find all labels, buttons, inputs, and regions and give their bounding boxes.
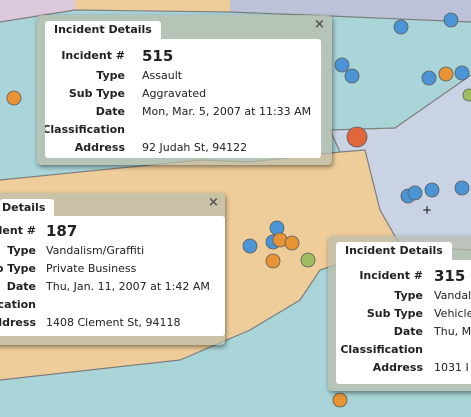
- field-label: Date: [6, 280, 36, 293]
- incident-number-row: Incident # 515: [45, 47, 321, 65]
- classification-row: Classification: [0, 296, 225, 314]
- subtype-row: Sub Type Vehicle: [336, 305, 471, 323]
- field-label: Date: [95, 105, 125, 118]
- incident-markers: [6, 12, 471, 408]
- field-label: Classification: [0, 298, 36, 311]
- field-label: Classification: [340, 343, 423, 356]
- field-value: Vandalism/Graffiti: [46, 244, 145, 257]
- field-label: Incident #: [0, 224, 36, 237]
- close-icon[interactable]: ×: [208, 195, 219, 210]
- field-value: Vehicle: [434, 307, 471, 320]
- field-value: 1408 Clement St, 94118: [46, 316, 181, 329]
- close-icon[interactable]: ×: [314, 17, 325, 32]
- incident-marker[interactable]: [6, 90, 22, 106]
- incident-number-row: Incident # 315: [336, 267, 471, 285]
- date-row: Date Thu, M: [336, 323, 471, 341]
- field-value: Thu, M: [434, 325, 471, 338]
- field-value: Thu, Jan. 11, 2007 at 1:42 AM: [46, 280, 210, 293]
- address-row: Address 1031 I: [336, 359, 471, 377]
- field-label: Type: [96, 69, 125, 82]
- incident-marker[interactable]: [438, 66, 454, 82]
- field-label: Type: [7, 244, 36, 257]
- field-label: Address: [372, 361, 423, 374]
- incident-marker[interactable]: [332, 392, 348, 408]
- subtype-row: Sub Type Private Business: [0, 260, 225, 278]
- field-value: Aggravated: [142, 87, 207, 100]
- field-label: Sub Type: [366, 307, 423, 320]
- incident-number: 187: [46, 222, 78, 240]
- incident-marker[interactable]: [334, 57, 350, 73]
- classification-row: Classification: [336, 341, 471, 359]
- field-value: 1031 I: [434, 361, 469, 374]
- incident-marker[interactable]: [393, 19, 409, 35]
- popup-body: Incident # 515 Type Assault Sub Type Agg…: [45, 39, 321, 158]
- incident-marker[interactable]: [454, 65, 470, 81]
- incident-marker[interactable]: [407, 185, 423, 201]
- incident-marker[interactable]: [454, 180, 470, 196]
- field-label: Sub Type: [68, 87, 125, 100]
- popup-tab-label: Details: [0, 199, 55, 217]
- type-row: Type Assault: [45, 67, 321, 85]
- field-value: Mon, Mar. 5, 2007 at 11:33 AM: [142, 105, 312, 118]
- date-row: Date Thu, Jan. 11, 2007 at 1:42 AM: [0, 278, 225, 296]
- district-north-east-top: [230, 0, 471, 22]
- incident-popup-315[interactable]: Incident Details Incident # 315 Type Van…: [328, 236, 471, 391]
- field-value: Vandal: [434, 289, 471, 302]
- address-row: Address 1408 Clement St, 94118: [0, 314, 225, 332]
- incident-number-row: Incident # 187: [0, 222, 225, 240]
- date-row: Date Mon, Mar. 5, 2007 at 11:33 AM: [45, 103, 321, 121]
- crosshair-icon: +: [422, 203, 433, 217]
- incident-number: 315: [434, 267, 466, 285]
- subtype-row: Sub Type Aggravated: [45, 85, 321, 103]
- field-value: 92 Judah St, 94122: [142, 141, 248, 154]
- popup-tab-label: Incident Details: [45, 21, 161, 39]
- incident-marker[interactable]: [284, 235, 300, 251]
- field-value: Assault: [142, 69, 183, 82]
- field-label: Sub Type: [0, 262, 36, 275]
- field-value: Private Business: [46, 262, 137, 275]
- popup-tab-label: Incident Details: [336, 242, 452, 260]
- field-label: Address: [0, 316, 36, 329]
- district-north-top: [0, 0, 75, 22]
- popup-body: Incident # 315 Type Vandal Sub Type Vehi…: [336, 260, 471, 384]
- popup-body: Incident # 187 Type Vandalism/Graffiti S…: [0, 216, 225, 336]
- incident-marker[interactable]: [265, 253, 281, 269]
- type-row: Type Vandalism/Graffiti: [0, 242, 225, 260]
- field-label: Incident #: [61, 49, 125, 62]
- incident-popup-187[interactable]: Details × Incident # 187 Type Vandalism/…: [0, 193, 225, 345]
- incident-number: 515: [142, 47, 174, 65]
- field-label: Classification: [45, 123, 125, 136]
- incident-marker[interactable]: [443, 12, 459, 28]
- incident-marker[interactable]: [344, 68, 360, 84]
- incident-marker[interactable]: [242, 238, 258, 254]
- address-row: Address 92 Judah St, 94122: [45, 139, 321, 157]
- incident-marker[interactable]: [300, 252, 316, 268]
- incident-marker[interactable]: [421, 70, 437, 86]
- field-label: Type: [394, 289, 423, 302]
- field-label: Date: [393, 325, 423, 338]
- district-boundary: [0, 9, 471, 23]
- classification-row: Classification: [45, 121, 321, 139]
- district-east: [330, 75, 471, 250]
- incident-popup-515[interactable]: Incident Details × Incident # 515 Type A…: [37, 15, 332, 165]
- incident-marker[interactable]: [424, 182, 440, 198]
- incident-marker[interactable]: [462, 88, 471, 102]
- selected-incident-marker[interactable]: [346, 126, 368, 148]
- type-row: Type Vandal: [336, 287, 471, 305]
- field-label: Incident #: [359, 269, 423, 282]
- field-label: Address: [74, 141, 125, 154]
